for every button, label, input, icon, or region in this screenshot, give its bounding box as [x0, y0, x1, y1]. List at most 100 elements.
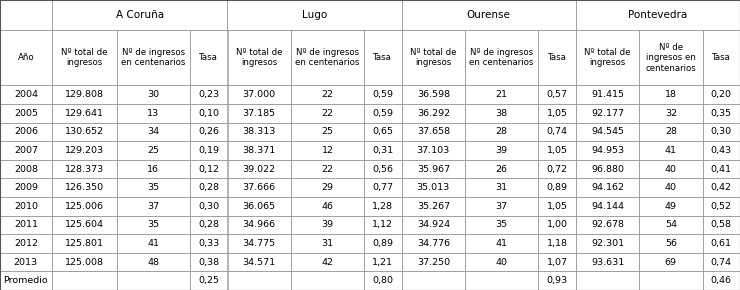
Bar: [227, 178, 291, 197]
Bar: [190, 271, 227, 290]
Bar: [117, 141, 190, 160]
Bar: [576, 0, 740, 30]
Bar: [576, 197, 639, 216]
Text: 41: 41: [147, 239, 159, 248]
Text: 34: 34: [147, 127, 159, 136]
Bar: [702, 141, 740, 160]
Bar: [576, 123, 639, 141]
Bar: [402, 30, 465, 86]
Bar: [465, 104, 538, 123]
Bar: [402, 234, 465, 253]
Bar: [364, 86, 402, 104]
Bar: [291, 271, 364, 290]
Bar: [702, 86, 740, 104]
Text: A Coruña: A Coruña: [115, 10, 164, 20]
Bar: [402, 216, 465, 234]
Bar: [702, 30, 740, 86]
Text: 37.103: 37.103: [417, 146, 450, 155]
Text: 49: 49: [665, 202, 677, 211]
Bar: [227, 141, 291, 160]
Bar: [538, 253, 576, 271]
Bar: [0, 86, 52, 104]
Bar: [117, 30, 190, 86]
Bar: [291, 104, 364, 123]
Bar: [227, 104, 291, 123]
Bar: [227, 30, 291, 86]
Bar: [117, 234, 190, 253]
Text: 0,25: 0,25: [198, 276, 219, 285]
Text: Pontevedra: Pontevedra: [628, 10, 687, 20]
Bar: [639, 104, 702, 123]
Text: 12: 12: [321, 146, 334, 155]
Text: Nº total de
ingresos: Nº total de ingresos: [410, 48, 457, 68]
Bar: [538, 234, 576, 253]
Bar: [576, 216, 639, 234]
Text: Nº de ingresos
en centenarios: Nº de ingresos en centenarios: [469, 48, 534, 68]
Text: 28: 28: [665, 127, 677, 136]
Bar: [576, 30, 639, 86]
Bar: [576, 234, 639, 253]
Bar: [0, 30, 52, 86]
Text: Nº de ingresos
en centenarios: Nº de ingresos en centenarios: [121, 48, 186, 68]
Text: Lugo: Lugo: [302, 10, 327, 20]
Bar: [639, 160, 702, 178]
Text: 30: 30: [147, 90, 159, 99]
Bar: [0, 271, 52, 290]
Text: 37.185: 37.185: [243, 109, 276, 118]
Bar: [639, 141, 702, 160]
Text: 93.631: 93.631: [591, 258, 624, 267]
Bar: [52, 0, 227, 30]
Bar: [190, 234, 227, 253]
Bar: [364, 178, 402, 197]
Bar: [538, 271, 576, 290]
Bar: [227, 123, 291, 141]
Bar: [117, 178, 190, 197]
Bar: [576, 86, 639, 104]
Text: Año: Año: [18, 53, 34, 62]
Text: 2004: 2004: [14, 90, 38, 99]
Text: 2010: 2010: [14, 202, 38, 211]
Text: 94.144: 94.144: [591, 202, 624, 211]
Bar: [291, 253, 364, 271]
Bar: [465, 216, 538, 234]
Text: 0,28: 0,28: [198, 183, 219, 192]
Bar: [291, 123, 364, 141]
Bar: [291, 178, 364, 197]
Bar: [227, 86, 291, 104]
Bar: [227, 86, 291, 104]
Bar: [291, 178, 364, 197]
Bar: [364, 123, 402, 141]
Bar: [576, 178, 639, 197]
Text: 38: 38: [496, 109, 508, 118]
Bar: [538, 86, 576, 104]
Text: 0,80: 0,80: [372, 276, 394, 285]
Text: Nº de
ingresos en
centenarios: Nº de ingresos en centenarios: [645, 43, 696, 73]
Bar: [639, 123, 702, 141]
Text: 0,59: 0,59: [372, 109, 394, 118]
Bar: [227, 271, 291, 290]
Bar: [190, 253, 227, 271]
Text: 13: 13: [147, 109, 159, 118]
Bar: [538, 141, 576, 160]
Bar: [364, 271, 402, 290]
Text: 1,18: 1,18: [547, 239, 568, 248]
Text: 0,38: 0,38: [198, 258, 219, 267]
Bar: [291, 86, 364, 104]
Bar: [465, 123, 538, 141]
Bar: [702, 271, 740, 290]
Text: Tasa: Tasa: [199, 53, 218, 62]
Bar: [52, 197, 117, 216]
Bar: [190, 197, 227, 216]
Text: 0,93: 0,93: [547, 276, 568, 285]
Text: 37.000: 37.000: [243, 90, 276, 99]
Bar: [117, 160, 190, 178]
Bar: [538, 197, 576, 216]
Bar: [402, 0, 576, 30]
Text: 94.545: 94.545: [591, 127, 624, 136]
Bar: [364, 104, 402, 123]
Text: 38.313: 38.313: [243, 127, 276, 136]
Text: 125.801: 125.801: [64, 239, 104, 248]
Bar: [576, 253, 639, 271]
Bar: [465, 178, 538, 197]
Bar: [402, 253, 465, 271]
